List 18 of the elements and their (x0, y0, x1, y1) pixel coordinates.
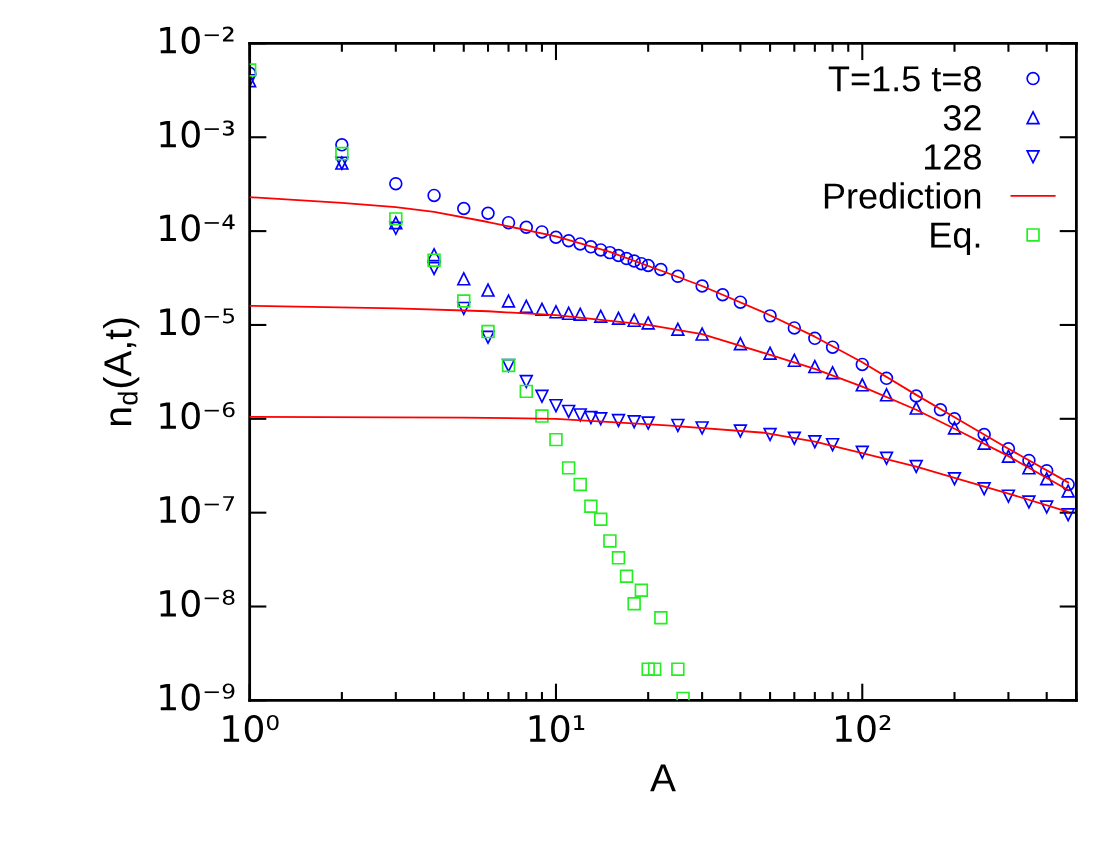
y-tick-label: 10⁻⁹ (160, 683, 235, 711)
y-tick-label: 10⁻⁴ (160, 214, 235, 242)
legend-label: Prediction (824, 182, 981, 209)
y-tick-label: 10⁻² (160, 26, 234, 54)
legend-label: Eq. (931, 222, 980, 256)
x-tick-label: 10¹ (529, 714, 585, 743)
y-tick-label: 10⁻⁸ (160, 589, 235, 617)
x-axis-title: A (650, 764, 676, 792)
legend-label: T=1.5 t=8 (828, 66, 981, 92)
y-tick-label: 10⁻⁷ (160, 495, 235, 524)
y-axis-title: n$_{d}$(A,t) (103, 318, 140, 426)
legend-label: 32 (943, 105, 981, 131)
legend-label: 128 (925, 144, 981, 170)
y-tick-label: 10⁻⁶ (160, 401, 235, 430)
y-tick-label: 10⁻³ (160, 120, 234, 148)
x-tick-label: 10⁰ (223, 714, 279, 743)
x-tick-label: 10² (836, 714, 891, 743)
y-tick-label: 10⁻⁵ (160, 308, 235, 336)
